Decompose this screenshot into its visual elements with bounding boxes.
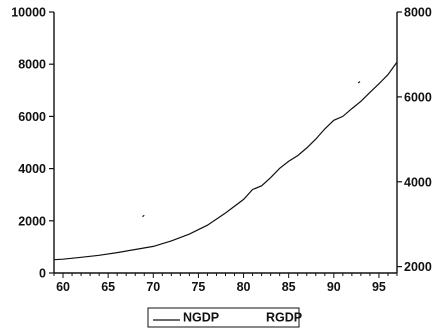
series-line-ngdp [53,61,398,261]
x-tick-label: 90 [327,280,341,294]
right-y-axis: 2000 4000 6000 8000 [397,6,432,274]
legend-label-ngdp: NGDP [183,311,219,325]
plot-frame [53,12,398,274]
x-tick-label: 95 [372,280,386,294]
left-y-tick-label: 8000 [18,58,46,72]
right-y-tick-label: 8000 [404,6,432,20]
x-tick-label: 75 [191,280,205,294]
legend: NGDP RGDP [147,307,302,328]
right-y-tick-label: 4000 [404,175,432,189]
x-tick-label: 85 [282,280,296,294]
x-tick-label: 80 [237,280,251,294]
x-tick-label: 65 [101,280,115,294]
legend-box [147,307,300,328]
right-y-tick-label: 2000 [404,260,432,274]
left-y-axis: 0 2000 4000 6000 8000 10000 [11,6,54,281]
right-y-tick-label: 6000 [404,90,432,104]
left-y-tick-label: 2000 [18,214,46,228]
series-mark-rgdp [357,81,361,84]
series-layer [53,61,398,261]
x-tick-label: 60 [56,280,70,294]
series-mark-rgdp [142,214,145,218]
left-y-tick-label: 10000 [11,6,46,20]
x-axis: 60 65 70 75 80 85 90 95 [53,273,398,294]
left-y-tick-label: 4000 [18,162,46,176]
left-y-tick-label: 0 [39,267,46,281]
left-y-tick-label: 6000 [18,110,46,124]
x-tick-label: 70 [146,280,160,294]
legend-label-rgdp: RGDP [266,311,302,325]
